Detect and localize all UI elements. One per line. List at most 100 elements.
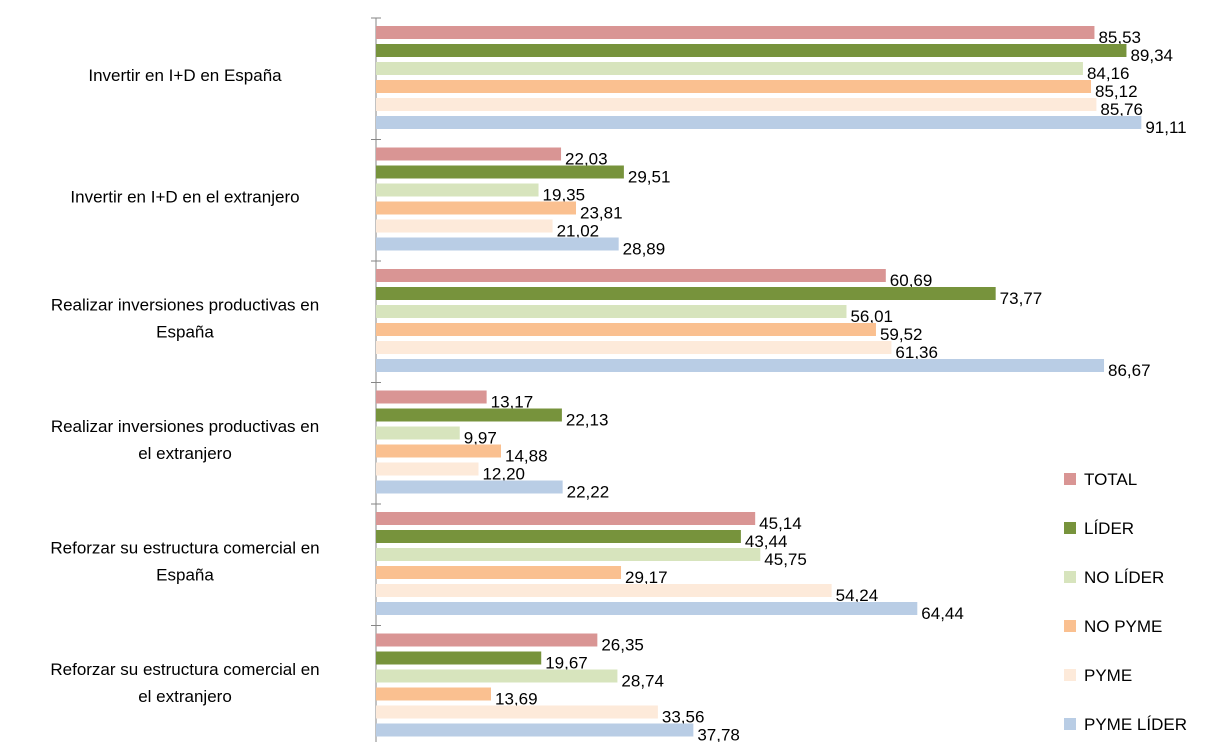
bar-no-pyme (376, 80, 1092, 93)
bar-no-l-der (376, 548, 761, 561)
category-label: Reforzar su estructura comercial en Españ… (50, 538, 319, 584)
bar-pyme-l-der (376, 237, 619, 251)
data-label: 89,34 (1130, 46, 1173, 65)
bar-no-pyme (376, 201, 577, 215)
category-label: Realizar inversiones productivas en el ex… (51, 417, 319, 463)
bar-l-der (376, 408, 562, 422)
legend-label: PYME (1084, 666, 1132, 685)
category-label-line: Reforzar su estructura comercial en (50, 538, 319, 557)
bar-pyme-l-der (376, 116, 1142, 129)
bar-pyme (376, 584, 832, 597)
data-label: 12,20 (482, 465, 525, 484)
bar-pyme (376, 705, 658, 719)
bar-no-l-der (376, 62, 1083, 75)
bar-l-der (376, 287, 996, 300)
data-label: 56,01 (850, 307, 893, 326)
bar-pyme-l-der (376, 359, 1105, 372)
legend-label: NO PYME (1084, 617, 1162, 636)
data-label: 29,17 (625, 568, 668, 587)
data-label: 22,22 (567, 483, 610, 502)
bar-no-pyme (376, 444, 501, 458)
category-label-line: el extranjero (138, 444, 232, 463)
bar-pyme (376, 98, 1097, 111)
data-label: 43,44 (745, 532, 788, 551)
data-label: 61,36 (895, 343, 938, 362)
data-label: 84,16 (1087, 64, 1130, 83)
data-label: 85,12 (1095, 82, 1138, 101)
data-label: 28,74 (621, 672, 664, 691)
category-label-line: España (156, 565, 214, 584)
data-label: 91,11 (1145, 118, 1186, 137)
bar-no-l-der (376, 305, 847, 318)
bar-pyme-l-der (376, 723, 694, 737)
data-label: 22,13 (566, 411, 609, 430)
category-label-line: Reforzar su estructura comercial en (50, 660, 319, 679)
bar-total (376, 633, 598, 647)
data-label: 19,67 (545, 654, 588, 673)
category-label-line: Realizar inversiones productivas en (51, 417, 319, 436)
data-label: 54,24 (836, 586, 879, 605)
category-label-line: el extranjero (138, 687, 232, 706)
bar-no-pyme (376, 323, 876, 336)
legend-swatch (1064, 620, 1076, 632)
data-label: 73,77 (1000, 289, 1043, 308)
bar-no-l-der (376, 183, 539, 197)
bar-l-der (376, 651, 542, 665)
category-label: Invertir en I+D en el extranjero (70, 187, 299, 206)
bar-no-pyme (376, 687, 491, 701)
data-label: 23,81 (580, 204, 623, 223)
category-label-line: Invertir en I+D en el extranjero (70, 187, 299, 206)
category-label-line: Invertir en I+D en España (88, 66, 282, 85)
bar-no-l-der (376, 669, 618, 683)
bar-pyme (376, 462, 479, 476)
data-label: 85,53 (1098, 28, 1141, 47)
data-label: 45,75 (764, 550, 807, 569)
bar-total (376, 512, 756, 525)
data-label: 14,88 (505, 447, 548, 466)
legend-label: TOTAL (1084, 470, 1137, 489)
data-label: 59,52 (880, 325, 923, 344)
data-label: 37,78 (697, 726, 740, 743)
data-label: 45,14 (759, 514, 802, 533)
data-label: 13,17 (491, 393, 534, 412)
bar-pyme (376, 219, 553, 233)
legend-swatch (1064, 571, 1076, 583)
bar-pyme-l-der (376, 602, 918, 615)
bar-pyme (376, 341, 892, 354)
bar-total (376, 26, 1095, 39)
legend-label: NO LÍDER (1084, 568, 1164, 587)
legend-label: PYME LÍDER (1084, 715, 1187, 734)
category-label: Reforzar su estructura comercial en el ex… (50, 660, 319, 706)
data-label: 28,89 (623, 240, 666, 259)
data-label: 85,76 (1100, 100, 1143, 119)
category-label-line: España (156, 322, 214, 341)
data-label: 64,44 (921, 604, 964, 623)
data-label: 60,69 (890, 271, 933, 290)
data-label: 22,03 (565, 150, 608, 169)
category-label: Realizar inversiones productivas en Españ… (51, 295, 319, 341)
legend-swatch (1064, 522, 1076, 534)
bar-l-der (376, 44, 1127, 57)
bar-no-pyme (376, 566, 622, 579)
legend-label: LÍDER (1084, 519, 1134, 538)
data-label: 86,67 (1108, 361, 1151, 380)
data-label: 33,56 (662, 708, 705, 727)
data-label: 29,51 (628, 168, 671, 187)
bar-total (376, 147, 562, 161)
data-label: 13,69 (495, 690, 538, 709)
bar-l-der (376, 165, 624, 179)
data-label: 9,97 (464, 429, 497, 448)
legend-swatch (1064, 718, 1076, 730)
bar-total (376, 269, 886, 282)
category-label: Invertir en I+D en España (88, 66, 282, 85)
legend-swatch (1064, 669, 1076, 681)
legend: TOTAL LÍDER NO LÍDER NO PYME PYME PYME LÍDER (1064, 470, 1187, 734)
data-label: 19,35 (543, 186, 586, 205)
bar-pyme-l-der (376, 480, 563, 494)
bar-no-l-der (376, 426, 460, 440)
bar-l-der (376, 530, 741, 543)
data-label: 21,02 (557, 222, 600, 241)
bar-total (376, 390, 487, 404)
